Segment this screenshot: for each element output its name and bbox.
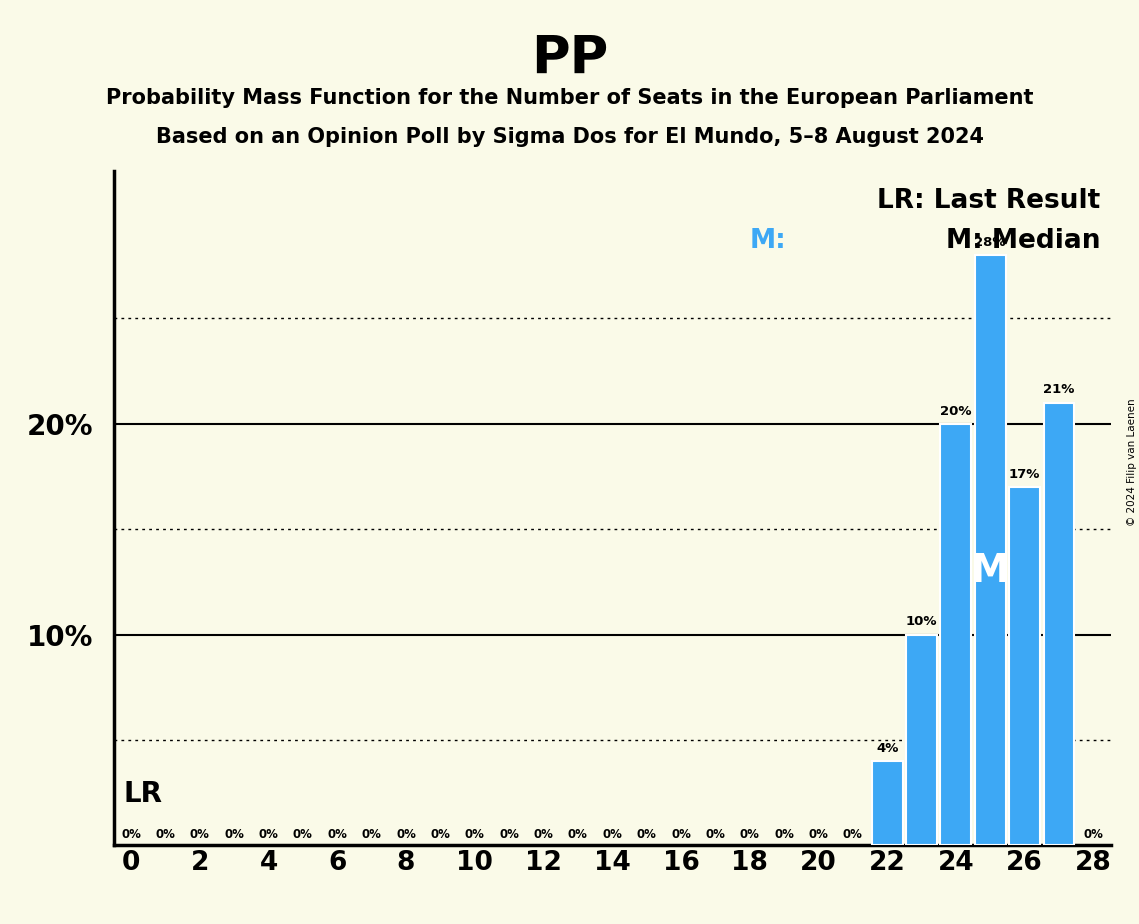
Text: 0%: 0% bbox=[603, 828, 622, 841]
Text: 28%: 28% bbox=[975, 236, 1006, 249]
Text: 0%: 0% bbox=[671, 828, 691, 841]
Text: LR: Last Result: LR: Last Result bbox=[877, 188, 1100, 213]
Text: 0%: 0% bbox=[533, 828, 554, 841]
Bar bbox=[1043, 403, 1074, 845]
Text: 0%: 0% bbox=[465, 828, 485, 841]
Text: PP: PP bbox=[531, 32, 608, 84]
Text: M: Median: M: Median bbox=[947, 228, 1100, 254]
Text: 0%: 0% bbox=[327, 828, 347, 841]
Text: 17%: 17% bbox=[1009, 468, 1040, 480]
Bar bbox=[906, 635, 937, 845]
Bar bbox=[1009, 487, 1040, 845]
Text: 0%: 0% bbox=[775, 828, 794, 841]
Text: © 2024 Filip van Laenen: © 2024 Filip van Laenen bbox=[1126, 398, 1137, 526]
Text: M:: M: bbox=[749, 228, 787, 254]
Text: 0%: 0% bbox=[259, 828, 279, 841]
Text: 0%: 0% bbox=[637, 828, 656, 841]
Text: 0%: 0% bbox=[293, 828, 313, 841]
Bar bbox=[941, 424, 972, 845]
Text: M: M bbox=[970, 553, 1009, 590]
Text: 0%: 0% bbox=[224, 828, 244, 841]
Text: LR: LR bbox=[124, 781, 163, 808]
Text: 0%: 0% bbox=[121, 828, 141, 841]
Text: 4%: 4% bbox=[876, 742, 899, 755]
Text: 0%: 0% bbox=[1083, 828, 1104, 841]
Text: 0%: 0% bbox=[843, 828, 862, 841]
Text: Probability Mass Function for the Number of Seats in the European Parliament: Probability Mass Function for the Number… bbox=[106, 88, 1033, 108]
Text: 0%: 0% bbox=[705, 828, 726, 841]
Text: 0%: 0% bbox=[499, 828, 519, 841]
Text: Based on an Opinion Poll by Sigma Dos for El Mundo, 5–8 August 2024: Based on an Opinion Poll by Sigma Dos fo… bbox=[156, 127, 983, 147]
Text: 0%: 0% bbox=[362, 828, 382, 841]
Text: 20%: 20% bbox=[940, 405, 972, 418]
Text: 0%: 0% bbox=[568, 828, 588, 841]
Text: 0%: 0% bbox=[190, 828, 210, 841]
Text: 0%: 0% bbox=[431, 828, 450, 841]
Text: 21%: 21% bbox=[1043, 383, 1075, 396]
Bar bbox=[871, 761, 902, 845]
Text: 0%: 0% bbox=[809, 828, 828, 841]
Text: 0%: 0% bbox=[739, 828, 760, 841]
Text: 0%: 0% bbox=[156, 828, 175, 841]
Text: 10%: 10% bbox=[906, 615, 937, 628]
Bar bbox=[975, 255, 1006, 845]
Text: 0%: 0% bbox=[396, 828, 416, 841]
